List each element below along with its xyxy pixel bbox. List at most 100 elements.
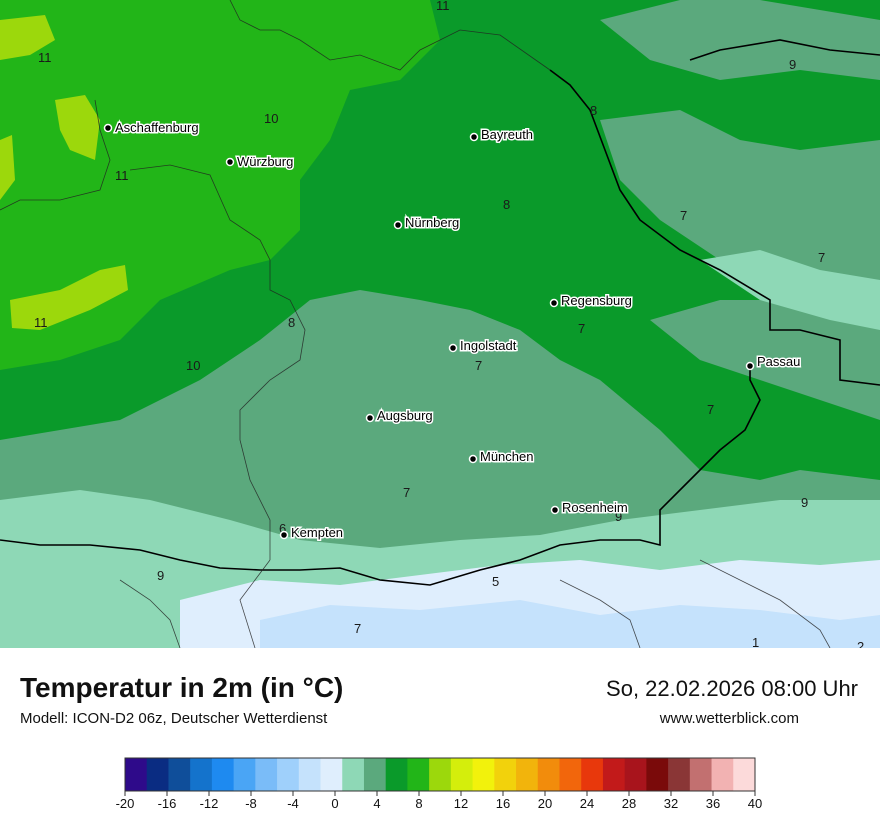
city-bayreuth: Bayreuth xyxy=(469,126,535,144)
legend-swatch xyxy=(363,758,387,791)
forecast-datetime: So, 22.02.2026 08:00 Uhr xyxy=(606,676,858,701)
isotherm-label: 10 xyxy=(186,358,200,373)
legend-swatch xyxy=(146,758,169,791)
legend-tick-label: -4 xyxy=(287,796,299,811)
city-muenchen: München xyxy=(468,448,535,466)
warmest-patch xyxy=(0,15,55,60)
isotherm-label: 11 xyxy=(34,315,48,330)
isotherm-label: 9 xyxy=(801,495,808,510)
legend-swatch xyxy=(668,758,691,791)
isotherm-labels: 11 11 10 11 8 9 8 7 7 11 8 10 7 7 7 7 9 … xyxy=(34,0,864,648)
country-borders xyxy=(0,39,880,586)
isotherm-label: 7 xyxy=(707,402,714,417)
city-label: Würzburg xyxy=(237,154,293,169)
legend-border xyxy=(124,757,756,792)
city-rosenheim: Rosenheim xyxy=(550,499,629,517)
legend-swatch xyxy=(298,758,321,791)
warmest-patch xyxy=(55,95,100,160)
legend-tick-label: 8 xyxy=(415,796,422,811)
city-label: Passau xyxy=(757,354,800,369)
isotherm-label: 2 xyxy=(857,639,864,648)
legend-swatch xyxy=(233,758,256,791)
legend-swatch xyxy=(168,758,191,791)
city-label: Ingolstadt xyxy=(460,338,517,353)
city-ingolstadt: Ingolstadt xyxy=(448,337,518,355)
legend-swatch xyxy=(602,758,626,791)
map-title: Temperatur in 2m (in °C) xyxy=(20,672,344,703)
isotherm-label: 11 xyxy=(436,0,450,13)
legend-tick-label: -8 xyxy=(245,796,257,811)
legend-tick-label: 12 xyxy=(454,796,468,811)
city-label: Bayreuth xyxy=(481,127,533,142)
isotherm-label: 1 xyxy=(752,635,759,648)
legend-swatch xyxy=(537,758,560,791)
isotherm-label: 7 xyxy=(818,250,825,265)
legend-tick-label: 24 xyxy=(580,796,594,811)
legend-tick-label: 32 xyxy=(664,796,678,811)
legend-tick-label: -12 xyxy=(200,796,219,811)
website-link[interactable]: www.wetterblick.com xyxy=(659,710,799,727)
city-dot xyxy=(468,454,478,464)
city-kempten: Kempten xyxy=(279,524,345,542)
legend-swatch xyxy=(342,758,365,791)
city-dot xyxy=(225,157,235,167)
city-label: Augsburg xyxy=(377,408,433,423)
city-dot xyxy=(393,220,403,230)
legend-swatch xyxy=(450,758,473,791)
map-footer: Temperatur in 2m (in °C) Modell: ICON-D2… xyxy=(0,648,880,830)
isotherm-label: 8 xyxy=(503,197,510,212)
isotherm-label: 9 xyxy=(615,509,622,524)
city-dot xyxy=(279,530,289,540)
warmest-patch xyxy=(10,265,128,330)
legend-swatch xyxy=(211,758,235,791)
legend-swatch xyxy=(559,758,582,791)
isotherm-label: 11 xyxy=(38,50,52,65)
isotherm-label: 7 xyxy=(403,485,410,500)
city-augsburg: Augsburg xyxy=(365,407,434,425)
legend-swatch xyxy=(407,758,430,791)
city-dot xyxy=(448,343,458,353)
city-label: Rosenheim xyxy=(562,500,628,515)
city-dot xyxy=(365,413,375,423)
city-regensburg: Regensburg xyxy=(549,292,633,310)
cold-zone-east xyxy=(700,250,880,330)
cool-zone-east xyxy=(650,300,880,420)
city-markers: Aschaffenburg Würzburg Bayreuth Nürnberg… xyxy=(103,119,802,542)
cool-zone-ne xyxy=(600,0,880,80)
city-wuerzburg: Würzburg xyxy=(225,153,295,171)
legend-tick-label: 0 xyxy=(331,796,338,811)
isotherm-label: 5 xyxy=(492,574,499,589)
legend-swatch xyxy=(516,758,539,791)
legend-swatch xyxy=(255,758,278,791)
city-dot xyxy=(550,505,560,515)
city-dot xyxy=(469,132,479,142)
isotherm-label: 9 xyxy=(157,568,164,583)
legend-tick-label: -20 xyxy=(116,796,135,811)
legend-tick-label: 28 xyxy=(622,796,636,811)
legend-swatch xyxy=(385,758,408,791)
legend-swatch xyxy=(429,758,452,791)
isotherm-label: 9 xyxy=(789,57,796,72)
isotherm-label: 7 xyxy=(475,358,482,373)
legend-swatch xyxy=(733,758,756,791)
legend-swatch xyxy=(646,758,669,791)
freezing-zone-alps xyxy=(260,600,880,648)
model-info: Modell: ICON-D2 06z, Deutscher Wetterdie… xyxy=(20,710,328,727)
city-label: Nürnberg xyxy=(405,215,459,230)
city-dot xyxy=(103,123,113,133)
legend-swatch xyxy=(125,758,148,791)
legend-tick-label: 20 xyxy=(538,796,552,811)
isotherm-label: 8 xyxy=(288,315,295,330)
legend-swatch xyxy=(624,758,647,791)
city-label: Regensburg xyxy=(561,293,632,308)
legend-swatch xyxy=(472,758,495,791)
legend-swatch xyxy=(581,758,604,791)
legend-tick-label: 4 xyxy=(373,796,380,811)
legend-swatch xyxy=(320,758,343,791)
isotherm-label: 7 xyxy=(680,208,687,223)
legend-tick-label: 16 xyxy=(496,796,510,811)
color-legend: -20 -16 -12 -8 -4 0 4 8 12 16 20 24 28 32 36 40 xyxy=(0,754,880,824)
city-label: Kempten xyxy=(291,525,343,540)
legend-tick-label: -16 xyxy=(158,796,177,811)
city-aschaffenburg: Aschaffenburg xyxy=(103,119,200,137)
